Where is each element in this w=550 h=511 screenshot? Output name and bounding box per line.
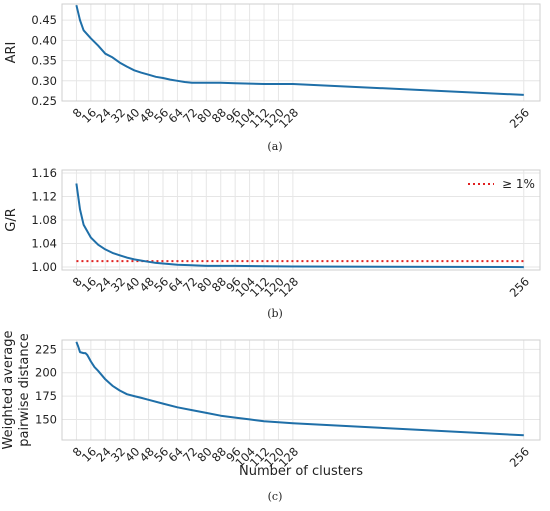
caption-a: (a) [267,140,282,153]
x-tick-label-a-16: 256 [507,105,532,130]
caption-c: (c) [268,490,283,503]
y-tick-label-a-0: 0.25 [31,94,57,108]
y-tick-label-b-3: 1.12 [31,189,57,203]
y-axis-title-c-line-0: Weighted average [1,331,16,450]
series-line-b-0 [75,183,524,269]
caption-b: (b) [267,307,283,320]
y-tick-label-a-4: 0.45 [31,13,57,27]
y-tick-label-b-4: 1.16 [31,166,57,180]
y-tick-label-c-0: 150 [35,412,57,426]
y-tick-label-a-3: 0.40 [31,33,57,47]
x-axis-title-c: Number of clusters [239,464,363,479]
y-tick-label-b-2: 1.08 [31,213,57,227]
y-tick-label-c-1: 175 [35,389,57,403]
x-tick-label-c-16: 256 [507,444,532,469]
legend-label-b: ≥ 1% [502,177,535,191]
plot-frame-b [61,169,541,271]
y-axis-title-c-line-1: pairwise distance [17,333,32,446]
plot-frame-c [61,339,541,441]
y-tick-label-b-1: 1.04 [31,237,57,251]
y-tick-label-c-2: 200 [35,366,57,380]
plot-frame-a [61,3,541,102]
y-tick-label-b-0: 1.00 [31,260,57,274]
y-axis-title-a: ARI [4,42,19,64]
y-tick-label-c-3: 225 [35,342,57,356]
series-line-c-0 [75,341,524,437]
y-tick-label-a-2: 0.35 [31,54,57,68]
series-line-a-0 [75,4,524,96]
y-axis-title-b: G/R [4,208,19,232]
x-tick-label-b-16: 256 [507,274,532,299]
y-tick-label-a-1: 0.30 [31,74,57,88]
